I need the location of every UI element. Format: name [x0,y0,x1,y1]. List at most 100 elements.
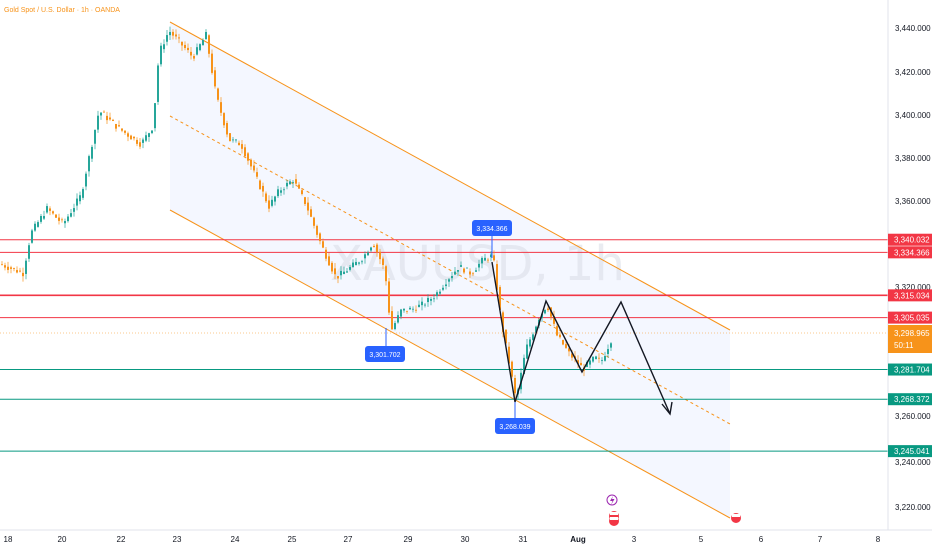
candle-body [67,216,69,222]
candle-body [196,47,198,55]
lightning-glyph [610,496,615,505]
candle-body [448,279,450,282]
us-flag-stripe [732,514,740,517]
x-tick-label: 31 [519,535,528,544]
candle-body [361,261,363,263]
candle-body [412,308,414,310]
candle-body [16,270,18,273]
candle-body [328,256,330,266]
candle-body [358,262,360,264]
candle-body [292,182,294,183]
candle-body [301,190,303,195]
candle-body [607,349,609,355]
us-flag-stripe [610,512,618,515]
candle-body [556,326,558,336]
price-level-tag-label: 3,334.366 [894,248,930,257]
candle-body [169,31,171,36]
candle-body [397,315,399,323]
candle-body [181,41,183,46]
candle-body [238,142,240,146]
candle-body [568,348,570,352]
candle-body [562,339,564,345]
candle-body [229,133,231,142]
candle-body [37,222,39,227]
candle-body [43,216,45,219]
candle-body [259,180,261,190]
candle-body [157,65,159,102]
candle-body [109,117,111,120]
price-level-tags: 3,340.032 3,334.366 3,315.034 3,305.035 3,28… [888,233,932,458]
candle-body [304,197,306,205]
annotation-mid[interactable]: 3,301.702 [365,328,405,362]
candle-body [496,264,498,290]
candle-body [100,112,102,116]
price-axis[interactable]: 3,440.000 3,420.000 3,400.000 3,380.000 3,36… [895,24,931,512]
candle-body [166,35,168,42]
candle-body [76,198,78,206]
x-tick-label: Aug [570,535,586,544]
annotation-low[interactable]: 3,268.039 [495,402,535,434]
current-price-value: 3,298.965 [894,329,930,338]
candle-body [409,307,411,310]
candle-body [28,245,30,259]
candle-body [325,249,327,259]
candle-body [241,144,243,149]
candle-body [346,271,348,273]
event-icons[interactable] [606,494,741,526]
candle-body [559,334,561,338]
projection-path[interactable] [491,261,671,415]
x-tick-label: 30 [461,535,470,544]
candle-body [445,284,447,287]
candle-body [133,136,135,139]
candle-body [382,258,384,265]
candle-body [19,270,21,272]
price-level-tag [888,233,932,246]
current-price-tag: 3,298.965 50:11 [888,325,932,353]
candle-body [544,309,546,314]
candle-body [49,208,51,211]
candle-body [136,139,138,144]
candle-body [250,159,252,167]
annotation-high[interactable]: 3,334.366 [472,220,512,258]
candle-body [451,276,453,279]
candle-body [481,257,483,264]
candle-body [466,267,468,269]
channel-median-line[interactable] [169,115,731,425]
candle-body [91,146,93,159]
candle-body [274,196,276,202]
candle-body [202,39,204,46]
time-axis[interactable]: 18 20 22 23 24 25 27 29 30 31 Aug 3 5 6 7 8 [4,535,881,544]
channel-lower-line[interactable] [169,209,731,519]
candle-body [589,360,591,365]
candle-body [316,225,318,235]
channel-upper-line[interactable] [169,21,731,331]
candle-body [313,217,315,226]
candle-body [289,181,291,185]
candle-body [106,115,108,121]
y-tick-label: 3,260.000 [895,412,931,421]
candle-body [490,254,492,258]
candle-body [385,266,387,282]
candle-body [508,346,510,364]
y-tick-label: 3,400.000 [895,111,931,120]
annotation-low-label: 3,268.039 [499,424,530,431]
candle-body [82,189,84,198]
candle-body [175,34,177,37]
candle-body [340,270,342,276]
candle-body [580,362,582,366]
price-level-tag [888,393,932,406]
price-level-tag [888,445,932,458]
candle-body [469,271,471,275]
price-level-tag [888,289,932,302]
candle-body [535,326,537,333]
candle-body [571,353,573,358]
candle-body [208,35,210,54]
candle-body [604,355,606,361]
candle-body [502,312,504,333]
candle-body [25,260,27,274]
candle-body [52,211,54,214]
x-tick-label: 29 [404,535,413,544]
candle-body [256,172,258,177]
candle-body [514,378,516,394]
